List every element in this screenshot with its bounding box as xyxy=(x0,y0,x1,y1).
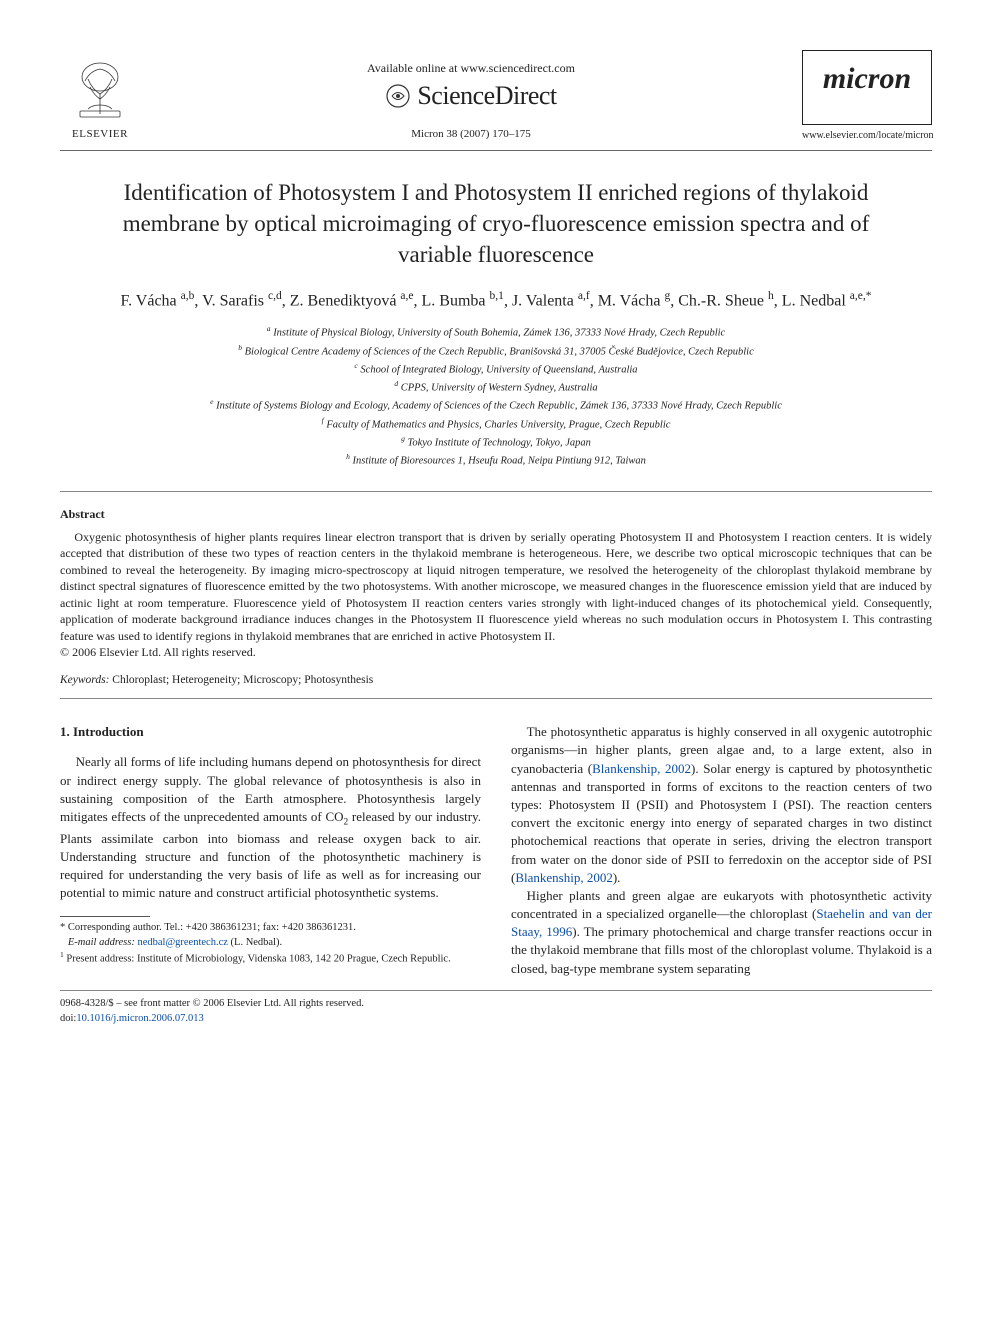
bottom-rule xyxy=(60,990,932,991)
abstract-bottom-rule xyxy=(60,698,932,699)
issn-line: 0968-4328/$ – see front matter © 2006 El… xyxy=(60,997,932,1012)
email-label: E-mail address: xyxy=(68,937,135,948)
left-column: 1. Introduction Nearly all forms of life… xyxy=(60,723,481,978)
journal-name: micron xyxy=(823,62,911,95)
footnote-block: * Corresponding author. Tel.: +420 38636… xyxy=(60,921,481,966)
doi-line: doi:10.1016/j.micron.2006.07.013 xyxy=(60,1012,932,1027)
affiliation-line: g Tokyo Institute of Technology, Tokyo, … xyxy=(60,433,932,451)
available-online-text: Available online at www.sciencedirect.co… xyxy=(140,60,802,76)
keywords-values: Chloroplast; Heterogeneity; Microscopy; … xyxy=(109,674,373,686)
doi-label: doi: xyxy=(60,1013,76,1024)
intro-paragraph-3: Higher plants and green algae are eukary… xyxy=(511,887,932,978)
footnote-rule xyxy=(60,916,150,917)
right-column: The photosynthetic apparatus is highly c… xyxy=(511,723,932,978)
journal-logo-block: micron www.elsevier.com/locate/micron xyxy=(802,50,932,142)
body-columns: 1. Introduction Nearly all forms of life… xyxy=(60,723,932,978)
sciencedirect-text: ScienceDirect xyxy=(417,78,556,113)
article-title: Identification of Photosystem I and Phot… xyxy=(90,177,902,270)
header-row: ELSEVIER Available online at www.science… xyxy=(60,50,932,142)
copyright-line: © 2006 Elsevier Ltd. All rights reserved… xyxy=(60,644,932,660)
affiliation-line: b Biological Centre Academy of Sciences … xyxy=(60,342,932,360)
affiliation-line: e Institute of Systems Biology and Ecolo… xyxy=(60,396,932,414)
corresponding-author: * Corresponding author. Tel.: +420 38636… xyxy=(60,921,481,935)
email-address[interactable]: nedbal@greentech.cz xyxy=(137,937,227,948)
elsevier-logo: ELSEVIER xyxy=(60,59,140,142)
intro-paragraph-2: The photosynthetic apparatus is highly c… xyxy=(511,723,932,887)
journal-url: www.elsevier.com/locate/micron xyxy=(802,129,932,143)
affiliations-block: a Institute of Physical Biology, Univers… xyxy=(60,323,932,469)
affiliation-line: d CPPS, University of Western Sydney, Au… xyxy=(60,378,932,396)
authors-line: F. Vácha a,b, V. Sarafis c,d, Z. Benedik… xyxy=(60,288,932,313)
header-rule xyxy=(60,150,932,151)
journal-title-box: micron xyxy=(802,50,932,125)
abstract-heading: Abstract xyxy=(60,506,932,522)
section-1-heading: 1. Introduction xyxy=(60,723,481,741)
elsevier-tree-icon xyxy=(70,59,130,119)
citation-line: Micron 38 (2007) 170–175 xyxy=(140,127,802,142)
email-line: E-mail address: nedbal@greentech.cz (L. … xyxy=(60,936,481,950)
email-suffix: (L. Nedbal). xyxy=(228,937,282,948)
keywords-line: Keywords: Chloroplast; Heterogeneity; Mi… xyxy=(60,673,932,689)
sciencedirect-logo: ScienceDirect xyxy=(140,78,802,113)
keywords-label: Keywords: xyxy=(60,674,109,686)
intro-paragraph-1: Nearly all forms of life including human… xyxy=(60,753,481,902)
center-header: Available online at www.sciencedirect.co… xyxy=(140,60,802,142)
abstract-top-rule xyxy=(60,491,932,492)
elsevier-label: ELSEVIER xyxy=(60,127,140,142)
affiliation-line: h Institute of Bioresources 1, Hseufu Ro… xyxy=(60,451,932,469)
present-address: 1 Present address: Institute of Microbio… xyxy=(60,950,481,967)
sciencedirect-icon xyxy=(385,83,411,109)
affiliation-line: f Faculty of Mathematics and Physics, Ch… xyxy=(60,415,932,433)
abstract-text: Oxygenic photosynthesis of higher plants… xyxy=(60,529,932,645)
affiliation-line: a Institute of Physical Biology, Univers… xyxy=(60,323,932,341)
affiliation-line: c School of Integrated Biology, Universi… xyxy=(60,360,932,378)
doi-link[interactable]: 10.1016/j.micron.2006.07.013 xyxy=(76,1013,203,1024)
